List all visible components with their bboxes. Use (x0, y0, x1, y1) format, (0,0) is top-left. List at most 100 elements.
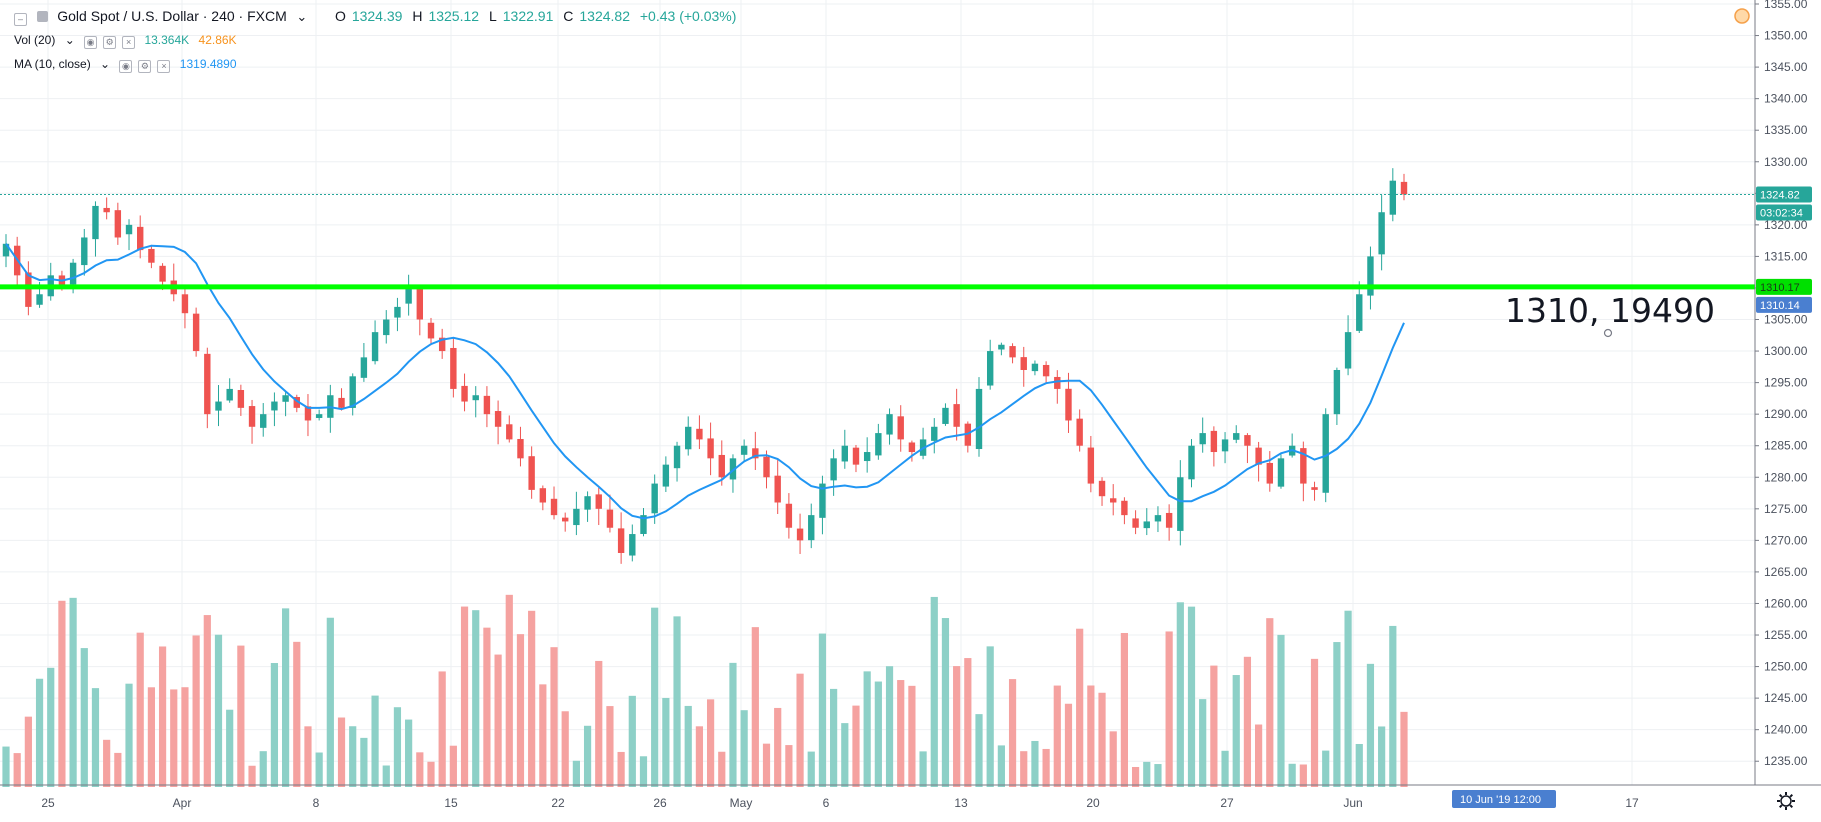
candle-body (472, 395, 479, 401)
time-tick-label: 13 (954, 796, 968, 810)
price-tick-label: 1340.00 (1764, 92, 1808, 106)
symbol-title[interactable]: Gold Spot / U.S. Dollar · 240 · FXCM (57, 8, 287, 24)
price-tick-label: 1285.00 (1764, 439, 1808, 453)
volume-bar (494, 654, 502, 787)
eye-icon[interactable]: ◉ (119, 60, 133, 73)
close-icon[interactable]: × (157, 60, 171, 73)
candle-body (1333, 369, 1341, 415)
candle-body (506, 424, 513, 440)
volume-bar (964, 658, 972, 787)
candle-body (271, 401, 278, 411)
volume-bar (908, 685, 916, 787)
price-tick-label: 1265.00 (1764, 565, 1808, 579)
candle-body (282, 395, 289, 402)
eye-icon[interactable]: ◉ (84, 36, 98, 49)
volume-bar (561, 711, 569, 787)
settings-gear-icon[interactable] (1777, 792, 1795, 810)
price-tick-label: 1320.00 (1764, 218, 1808, 232)
candle-body (931, 426, 938, 441)
candle-body (998, 344, 1005, 350)
volume-bar (606, 706, 614, 787)
candle-body (1277, 458, 1285, 487)
annotation-anchor-icon[interactable] (1603, 328, 1613, 338)
volume-bar (897, 680, 905, 787)
volume-bar (136, 632, 144, 787)
candle-body (1356, 294, 1363, 331)
volume-bar (1266, 618, 1274, 787)
time-tick-label: 27 (1220, 796, 1234, 810)
alert-clock-icon[interactable] (1734, 8, 1750, 24)
chevron-down-icon[interactable]: ⌄ (296, 9, 308, 24)
volume-bar (282, 608, 290, 787)
candle-body (595, 494, 602, 509)
open-value: 1324.39 (351, 8, 403, 24)
volume-bar (1255, 724, 1263, 787)
vol-label[interactable]: Vol (20) (14, 33, 56, 47)
volume-bar (416, 752, 424, 787)
volume-bar (147, 687, 155, 787)
candle-body (785, 503, 793, 528)
high-value: 1325.12 (428, 8, 480, 24)
volume-bar (785, 745, 793, 787)
volume-bar (1120, 632, 1128, 787)
volume-bar (628, 695, 636, 787)
volume-bar (304, 726, 312, 787)
symbol-flag-icon (36, 11, 48, 22)
volume-bar (449, 745, 457, 787)
price-tick-label: 1295.00 (1764, 376, 1808, 390)
svg-text:1310.17: 1310.17 (1760, 282, 1800, 294)
time-tick-label: 25 (41, 796, 55, 810)
volume-bar (1154, 764, 1162, 787)
ma-value: 1319.4890 (179, 57, 237, 71)
price-tick-label: 1260.00 (1764, 596, 1808, 610)
price-tick-label: 1245.00 (1764, 691, 1808, 705)
volume-bar (259, 751, 267, 787)
price-tick-label: 1270.00 (1764, 533, 1808, 547)
collapse-icon[interactable]: – (14, 13, 27, 26)
volume-bar (91, 688, 100, 787)
volume-bar (158, 646, 167, 787)
candle-body (81, 237, 88, 266)
candle-body (685, 426, 692, 450)
candle-body (383, 319, 390, 336)
volume-bar (1087, 685, 1095, 787)
candle-body (1165, 512, 1173, 528)
volume-bar (1076, 628, 1084, 787)
candle-body (260, 414, 267, 428)
time-tick-label: May (730, 796, 753, 810)
volume-bar (762, 743, 771, 787)
candle-body (908, 442, 916, 453)
volume-bar (472, 610, 480, 787)
volume-bar (1187, 606, 1196, 787)
volume-bar (986, 646, 994, 787)
volume-bar (528, 610, 536, 787)
countdown-tag: 03:02:34 (1756, 204, 1812, 221)
volume-bar (885, 666, 894, 787)
price-tick-label: 1330.00 (1764, 155, 1808, 169)
settings-icon[interactable]: ⚙ (138, 60, 152, 73)
settings-icon[interactable]: ⚙ (103, 36, 117, 49)
price-tick-label: 1300.00 (1764, 344, 1808, 358)
volume-bar (1031, 740, 1039, 787)
volume-bar (953, 666, 961, 787)
candle-body (92, 205, 99, 240)
candle-body (1322, 414, 1329, 493)
ma-label[interactable]: MA (10, close) (14, 57, 91, 71)
candle-body (629, 534, 636, 556)
time-axis[interactable]: 25 Apr 8 15 22 26 May 6 13 20 27 Jun 17 (0, 784, 1821, 810)
volume-bar (248, 765, 256, 787)
chevron-down-icon[interactable]: ⌄ (64, 33, 75, 47)
time-tick-label: 17 (1625, 796, 1639, 810)
volume-bar (1288, 763, 1296, 787)
symbol-legend: – Gold Spot / U.S. Dollar · 240 · FXCM ⌄… (14, 8, 748, 26)
volume-bar (1199, 699, 1207, 787)
volume-bar (1299, 764, 1307, 787)
close-icon[interactable]: × (122, 36, 136, 49)
candle-body (1121, 500, 1128, 516)
chevron-down-icon[interactable]: ⌄ (100, 57, 111, 71)
change-value: +0.43 (+0.03%) (639, 8, 737, 24)
price-annotation[interactable]: 1310, 19490 (1505, 291, 1715, 330)
volume-bar (841, 723, 849, 787)
candle-body (662, 464, 670, 487)
